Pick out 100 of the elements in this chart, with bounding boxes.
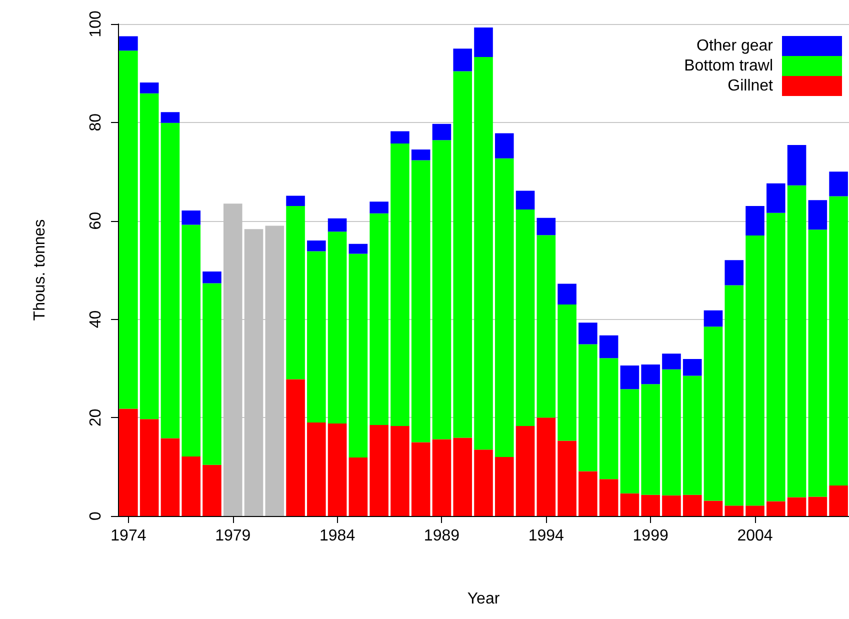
- x-tick-label: 1974: [110, 528, 146, 544]
- bar: [140, 419, 159, 516]
- bar: [328, 218, 347, 232]
- bar: [536, 235, 556, 418]
- bar: [829, 485, 848, 516]
- bar: [494, 158, 514, 457]
- bar: [662, 495, 681, 516]
- bar: [516, 209, 535, 426]
- bar: [494, 456, 514, 516]
- bar: [119, 408, 138, 516]
- bar: [724, 506, 744, 516]
- bar: [599, 358, 618, 480]
- bar: [682, 359, 702, 376]
- bar: [578, 471, 598, 516]
- y-axis-title: Thous. tonnes: [32, 219, 48, 321]
- bar: [390, 426, 410, 516]
- bar: [494, 133, 514, 158]
- bar: [641, 384, 660, 495]
- bar: [766, 501, 786, 516]
- bar: [453, 71, 472, 438]
- bar: [829, 196, 848, 486]
- bar: [516, 426, 535, 516]
- bar: [558, 284, 576, 304]
- bar: [746, 206, 764, 236]
- bar: [202, 464, 222, 516]
- y-tick-label: 0: [88, 511, 104, 520]
- bar: [746, 506, 764, 516]
- bar: [432, 124, 452, 140]
- bar: [662, 354, 681, 370]
- bar: [641, 364, 660, 384]
- bar: [578, 322, 598, 344]
- bar: [286, 379, 305, 516]
- bar: [119, 50, 138, 409]
- bar: [390, 131, 410, 144]
- x-tick-label: 2004: [737, 528, 773, 544]
- bar: [766, 212, 786, 502]
- bar: [829, 172, 848, 196]
- bar: [599, 335, 618, 358]
- bar: [787, 145, 806, 186]
- bar: [558, 440, 576, 516]
- bar: [390, 144, 410, 426]
- bar: [808, 200, 828, 230]
- bar: [182, 210, 200, 225]
- bar: [411, 149, 430, 160]
- x-tick-label: 1999: [632, 528, 668, 544]
- bar: [662, 369, 681, 496]
- bar: [182, 456, 200, 516]
- bar: [787, 185, 806, 498]
- x-tick-label: 1989: [424, 528, 460, 544]
- bar: [682, 376, 702, 495]
- bar: [160, 438, 180, 516]
- bar: [348, 457, 368, 516]
- bar: [682, 494, 702, 516]
- bar: [704, 310, 723, 327]
- bar: [411, 442, 430, 516]
- y-tick-label: 80: [88, 113, 104, 132]
- bar: [202, 283, 222, 465]
- bar: [704, 500, 723, 516]
- bar: [453, 438, 472, 516]
- bar: [411, 160, 430, 442]
- bar: [599, 479, 618, 516]
- bar: [536, 218, 556, 236]
- bar: [286, 196, 305, 206]
- bar: [474, 56, 493, 450]
- bar: [348, 244, 368, 254]
- bar: [202, 271, 222, 284]
- bar: [474, 450, 493, 516]
- bar: [516, 190, 535, 210]
- bar: [307, 422, 326, 516]
- legend-label: Gillnet: [728, 78, 774, 94]
- bar: [578, 344, 598, 472]
- x-tick-label: 1979: [215, 528, 251, 544]
- legend-label: Bottom trawl: [684, 58, 773, 74]
- bar: [370, 213, 388, 425]
- y-tick-label: 40: [88, 310, 104, 328]
- bar: [348, 254, 368, 458]
- bar: [119, 36, 138, 51]
- bar: [787, 497, 806, 516]
- bar: [766, 183, 786, 213]
- bar: [620, 365, 640, 390]
- bar: [724, 285, 744, 506]
- bar: [620, 389, 640, 494]
- bar: [474, 27, 493, 57]
- x-tick-label: 1994: [528, 528, 564, 544]
- bar: [808, 230, 828, 497]
- bar: [307, 251, 326, 423]
- y-tick-label: 20: [88, 408, 104, 426]
- bar: [432, 439, 452, 516]
- y-tick-label: 100: [88, 10, 104, 38]
- bar: [808, 496, 828, 516]
- bar: [641, 494, 660, 516]
- bar: [724, 260, 744, 286]
- bar: [160, 122, 180, 438]
- bar: [370, 202, 388, 214]
- bar: [536, 418, 556, 516]
- legend-label: Other gear: [696, 38, 774, 54]
- y-tick-label: 60: [88, 212, 104, 230]
- bar: [704, 326, 723, 501]
- bar: [286, 206, 305, 380]
- x-tick-label: 1984: [320, 528, 356, 544]
